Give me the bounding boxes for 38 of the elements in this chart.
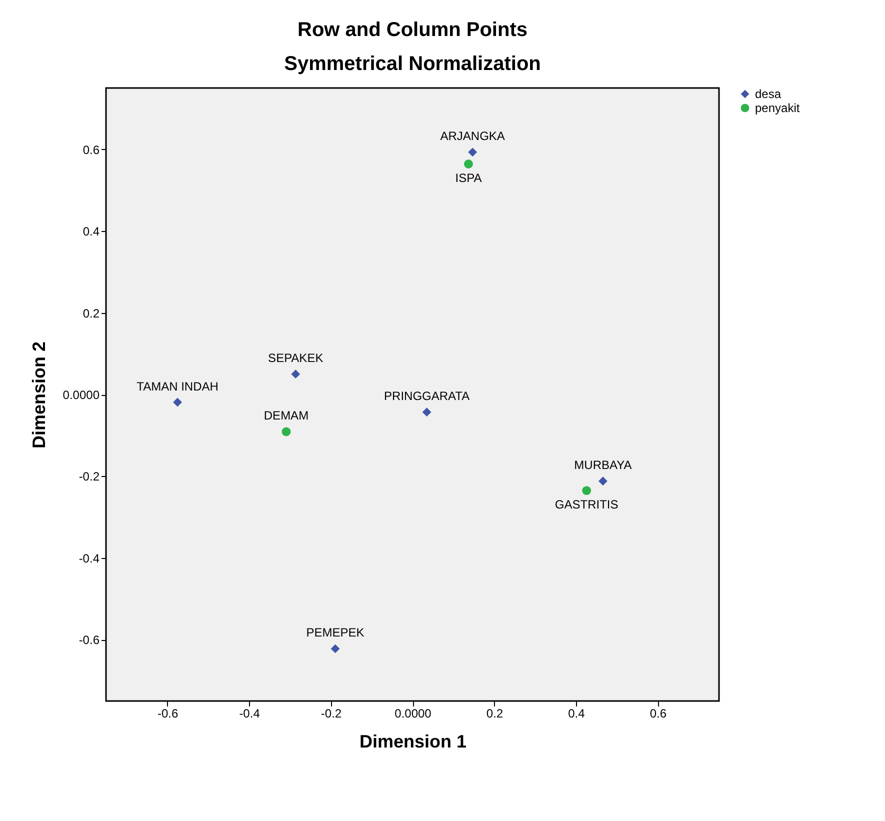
- x-axis-title: Dimension 1: [359, 732, 467, 752]
- y-tick-label: -0.4: [78, 551, 100, 566]
- legend-label: penyakit: [755, 101, 800, 115]
- chart-title: Row and Column Points: [298, 19, 528, 41]
- y-tick-label: -0.2: [78, 470, 100, 484]
- y-tick-label: -0.6: [78, 633, 100, 648]
- x-tick-label: 0.2: [486, 706, 504, 720]
- point: [173, 398, 182, 407]
- annotation: MURBAYA: [574, 458, 632, 472]
- x-tick-label: 0.6: [650, 706, 667, 720]
- legend-label: desa: [755, 87, 782, 101]
- annotation: SEPAKEK: [268, 351, 324, 366]
- x-tick-label: 0.4: [568, 706, 586, 720]
- y-tick-label: 0.0000: [62, 388, 100, 402]
- x-tick-label: 0.0000: [394, 706, 432, 720]
- y-axis-title: Dimension 2: [28, 341, 49, 449]
- point: [468, 148, 478, 157]
- annotation: ISPA: [455, 171, 482, 186]
- point: [330, 644, 340, 654]
- chart-subtitle: Symmetrical Normalization: [284, 53, 541, 75]
- y-tick-label: 0.6: [82, 142, 100, 157]
- point: [598, 476, 608, 486]
- point: [422, 408, 432, 417]
- annotation: PEMEPEK: [306, 626, 364, 640]
- annotation: ARJANGKA: [440, 129, 505, 144]
- point: [582, 486, 592, 495]
- x-tick-label: -0.4: [239, 706, 260, 720]
- point: [282, 427, 291, 436]
- x-tick-label: -0.6: [157, 706, 178, 720]
- point: [291, 370, 300, 379]
- annotation: DEMAM: [264, 408, 309, 423]
- point: [464, 160, 473, 168]
- annotation: GASTRITIS: [554, 498, 618, 512]
- annotation: TAMAN INDAH: [136, 379, 218, 394]
- x-tick-label: -0.2: [320, 706, 342, 720]
- y-tick-label: 0.2: [82, 306, 100, 320]
- y-tick-label: 0.4: [82, 224, 100, 239]
- annotation: PRINGGARATA: [384, 389, 470, 404]
